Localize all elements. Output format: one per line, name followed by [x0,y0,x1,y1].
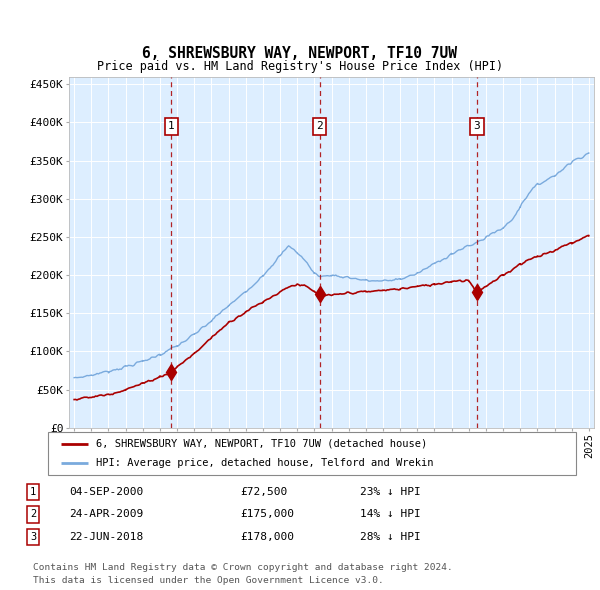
Text: 24-APR-2009: 24-APR-2009 [69,510,143,519]
Text: 2: 2 [30,510,36,519]
Text: Contains HM Land Registry data © Crown copyright and database right 2024.: Contains HM Land Registry data © Crown c… [33,563,453,572]
Text: £178,000: £178,000 [240,532,294,542]
Text: 1: 1 [30,487,36,497]
Text: 22-JUN-2018: 22-JUN-2018 [69,532,143,542]
FancyBboxPatch shape [48,432,576,475]
Text: 6, SHREWSBURY WAY, NEWPORT, TF10 7UW: 6, SHREWSBURY WAY, NEWPORT, TF10 7UW [143,47,458,61]
Text: HPI: Average price, detached house, Telford and Wrekin: HPI: Average price, detached house, Telf… [95,458,433,468]
Text: Price paid vs. HM Land Registry's House Price Index (HPI): Price paid vs. HM Land Registry's House … [97,60,503,73]
Text: 28% ↓ HPI: 28% ↓ HPI [360,532,421,542]
Text: 3: 3 [30,532,36,542]
Text: 2: 2 [316,122,323,132]
Text: 23% ↓ HPI: 23% ↓ HPI [360,487,421,497]
Text: 04-SEP-2000: 04-SEP-2000 [69,487,143,497]
Text: £175,000: £175,000 [240,510,294,519]
Text: 6, SHREWSBURY WAY, NEWPORT, TF10 7UW (detached house): 6, SHREWSBURY WAY, NEWPORT, TF10 7UW (de… [95,439,427,449]
Text: £72,500: £72,500 [240,487,287,497]
Text: This data is licensed under the Open Government Licence v3.0.: This data is licensed under the Open Gov… [33,576,384,585]
Text: 1: 1 [168,122,175,132]
Text: 14% ↓ HPI: 14% ↓ HPI [360,510,421,519]
Text: 3: 3 [473,122,480,132]
